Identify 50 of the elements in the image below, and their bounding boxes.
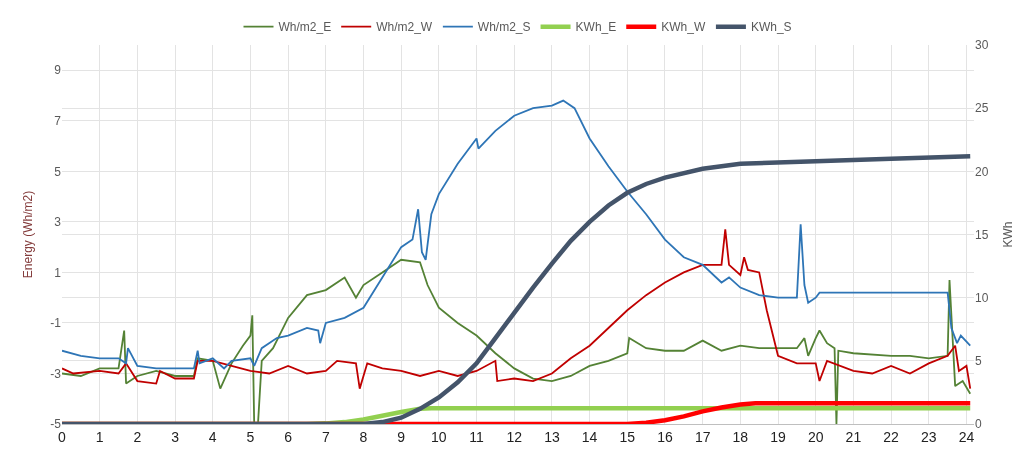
x-tick-label: 4 [208,428,217,445]
x-tick-label: 23 [920,428,937,445]
x-tick-label: 17 [694,428,711,445]
y2-tick-label: 15 [975,227,989,242]
x-tick-label: 24 [958,428,975,445]
x-tick-label: 15 [619,428,636,445]
y2-axis-title: KWh [1000,221,1015,248]
y-tick-label: 5 [54,164,62,179]
y-tick-label: 1 [54,265,62,280]
x-tick-label: 16 [657,428,673,445]
y2-tick-label: 30 [975,38,989,53]
legend-label: KWh_E [575,20,617,35]
x-tick-label: 1 [95,428,104,445]
y2-tick-label: 5 [975,354,982,369]
y-tick-label: 7 [54,114,62,128]
legend-label: Wh/m2_S [477,20,531,35]
y2-tick-label: 0 [975,417,982,432]
x-tick-label: 20 [807,428,824,445]
x-tick-label: 11 [469,428,485,445]
y-axis-title: Energy (Wh/m2) [20,190,35,279]
x-tick-label: 2 [133,428,142,445]
x-tick-label: 3 [171,428,180,445]
y2-tick-label: 10 [975,290,989,305]
legend-label: KWh_S [750,20,792,35]
x-tick-label: 7 [321,428,330,445]
y-tick-label: -3 [50,366,62,381]
y-tick-label: -1 [50,316,62,331]
line-series [62,153,973,424]
line-series [62,99,972,370]
x-tick-label: 18 [732,428,749,445]
x-tick-label: 8 [359,428,368,445]
x-tick-label: 14 [581,428,598,445]
line-series [62,228,972,390]
line-series [62,258,972,424]
legend-label: KWh_W [661,20,706,35]
x-tick-label: 22 [883,428,900,445]
x-tick-label: 21 [845,428,862,445]
y2-tick-label: 20 [975,164,989,179]
y-tick-label: 3 [54,215,62,230]
y-tick-label: 9 [54,63,62,78]
x-tick-label: 19 [770,428,787,445]
x-tick-label: 9 [397,428,406,445]
legend-label: Wh/m2_E [278,20,332,35]
x-tick-label: 5 [246,428,255,445]
x-tick-label: 6 [284,428,293,445]
x-tick-label: 12 [506,428,523,445]
y2-tick-label: 25 [975,101,989,116]
x-tick-label: 10 [431,428,447,445]
x-tick-label: 13 [544,428,560,445]
legend-label: Wh/m2_W [376,20,433,35]
